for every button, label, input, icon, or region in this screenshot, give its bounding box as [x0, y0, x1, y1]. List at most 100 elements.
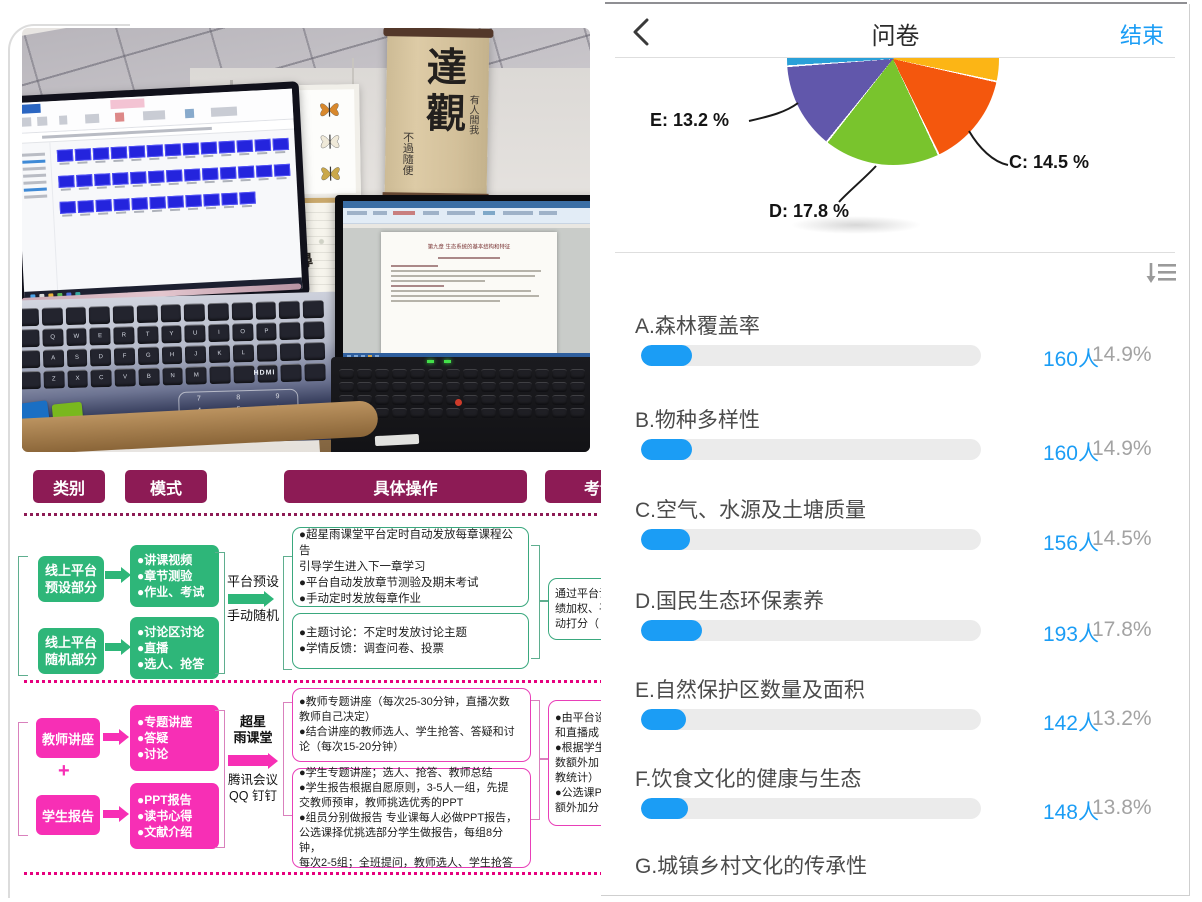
keyboard-key[interactable]	[41, 307, 63, 326]
video-file-thumbnail[interactable]	[254, 138, 272, 155]
keyboard-key[interactable]	[463, 408, 479, 418]
video-file-thumbnail[interactable]	[182, 142, 200, 159]
keyboard-key[interactable]: I	[208, 323, 230, 343]
keyboard-key[interactable]: Q	[42, 328, 64, 347]
keyboard-key[interactable]	[302, 299, 325, 319]
keyboard-key[interactable]	[374, 408, 390, 418]
keyboard-key[interactable]: L	[232, 343, 254, 363]
video-file-thumbnail[interactable]	[95, 199, 113, 215]
keyboard-key[interactable]	[410, 369, 425, 379]
numpad-digit[interactable]: 9	[275, 392, 280, 400]
keyboard-key[interactable]	[570, 408, 585, 418]
video-file-thumbnail[interactable]	[128, 145, 146, 162]
keyboard-key[interactable]	[22, 370, 41, 390]
end-button[interactable]: 结束	[1119, 23, 1164, 48]
keyboard-key[interactable]	[445, 382, 461, 392]
video-file-thumbnail[interactable]	[203, 193, 220, 210]
video-file-thumbnail[interactable]	[59, 201, 77, 217]
keyboard-key[interactable]	[65, 306, 87, 326]
keyboard-key[interactable]: H	[161, 345, 183, 365]
keyboard-key[interactable]	[136, 304, 158, 324]
video-file-thumbnail[interactable]	[273, 163, 291, 180]
keyboard-key[interactable]	[339, 369, 354, 379]
keyboard-key[interactable]	[445, 408, 461, 418]
keyboard-key[interactable]	[207, 302, 229, 322]
keyboard-key[interactable]	[339, 395, 354, 405]
video-file-thumbnail[interactable]	[236, 139, 254, 156]
keyboard-key[interactable]	[427, 395, 443, 405]
video-file-thumbnail[interactable]	[167, 195, 184, 212]
keyboard-key[interactable]: G	[137, 346, 159, 366]
keyboard-key[interactable]	[256, 343, 278, 362]
keyboard-key[interactable]	[392, 382, 408, 392]
numpad-digit[interactable]: 8	[236, 393, 241, 401]
keyboard-key[interactable]	[303, 341, 326, 361]
keyboard-key[interactable]: X	[66, 369, 89, 389]
keyboard-key[interactable]: K	[208, 344, 231, 364]
keyboard-key[interactable]	[552, 382, 568, 392]
keyboard-key[interactable]	[88, 305, 111, 325]
keyboard-key[interactable]	[552, 395, 568, 405]
keyboard-key[interactable]	[304, 362, 326, 382]
keyboard-key[interactable]	[392, 408, 408, 418]
keyboard-key[interactable]: Z	[43, 370, 65, 389]
video-file-thumbnail[interactable]	[185, 194, 202, 211]
keyboard-key[interactable]	[22, 307, 39, 327]
keyboard-key[interactable]	[516, 395, 532, 405]
keyboard-key[interactable]: B	[138, 367, 160, 387]
keyboard-key[interactable]	[279, 321, 301, 341]
keyboard-key[interactable]	[481, 395, 497, 405]
keyboard-key[interactable]	[303, 320, 325, 340]
keyboard-key[interactable]	[481, 369, 497, 379]
keyboard-key[interactable]: J	[185, 345, 207, 364]
video-file-thumbnail[interactable]	[164, 143, 182, 160]
keyboard-key[interactable]	[183, 303, 206, 322]
explorer-file-grid[interactable]	[50, 130, 301, 292]
keyboard-key[interactable]	[280, 342, 302, 362]
video-file-thumbnail[interactable]	[112, 172, 129, 188]
video-file-thumbnail[interactable]	[183, 168, 201, 185]
video-file-thumbnail[interactable]	[146, 144, 164, 161]
trackpoint[interactable]	[455, 399, 462, 406]
video-file-thumbnail[interactable]	[94, 173, 111, 189]
video-file-thumbnail[interactable]	[58, 175, 75, 191]
keyboard-key[interactable]	[534, 369, 550, 379]
video-file-thumbnail[interactable]	[131, 197, 148, 214]
keyboard-key[interactable]	[427, 382, 443, 392]
video-file-thumbnail[interactable]	[56, 149, 74, 165]
keyboard-key[interactable]	[534, 382, 550, 392]
keyboard-key[interactable]	[534, 395, 550, 405]
keyboard-key[interactable]	[463, 382, 479, 392]
keyboard-key[interactable]	[356, 395, 372, 405]
video-file-thumbnail[interactable]	[200, 141, 218, 158]
keyboard-key[interactable]	[427, 369, 443, 379]
sort-descending-icon[interactable]	[1144, 260, 1180, 288]
keyboard-key[interactable]	[339, 382, 354, 392]
video-file-thumbnail[interactable]	[237, 165, 255, 182]
keyboard-key[interactable]: Y	[160, 324, 183, 344]
keyboard-key[interactable]	[427, 408, 443, 418]
keyboard-key[interactable]	[160, 303, 182, 323]
keyboard-key[interactable]	[233, 364, 255, 384]
video-file-thumbnail[interactable]	[201, 167, 219, 184]
keyboard-key[interactable]	[516, 369, 532, 379]
video-file-thumbnail[interactable]	[92, 147, 110, 163]
video-file-thumbnail[interactable]	[219, 166, 237, 183]
keyboard-key[interactable]: P	[255, 322, 278, 341]
back-icon[interactable]	[629, 16, 655, 48]
keyboard-key[interactable]	[22, 349, 41, 369]
keyboard-key[interactable]	[552, 369, 568, 379]
keyboard-key[interactable]	[463, 395, 479, 405]
video-file-thumbnail[interactable]	[74, 148, 92, 164]
keyboard-key[interactable]	[356, 382, 372, 392]
keyboard-key[interactable]	[499, 369, 514, 379]
video-file-thumbnail[interactable]	[272, 137, 290, 154]
keyboard-key[interactable]	[570, 369, 585, 379]
keyboard-key[interactable]	[280, 363, 303, 383]
keyboard-key[interactable]: F	[113, 347, 136, 366]
keyboard-key[interactable]	[374, 395, 390, 405]
keyboard-key[interactable]: T	[137, 325, 159, 345]
keyboard-key[interactable]	[570, 395, 585, 405]
video-file-thumbnail[interactable]	[239, 191, 256, 208]
